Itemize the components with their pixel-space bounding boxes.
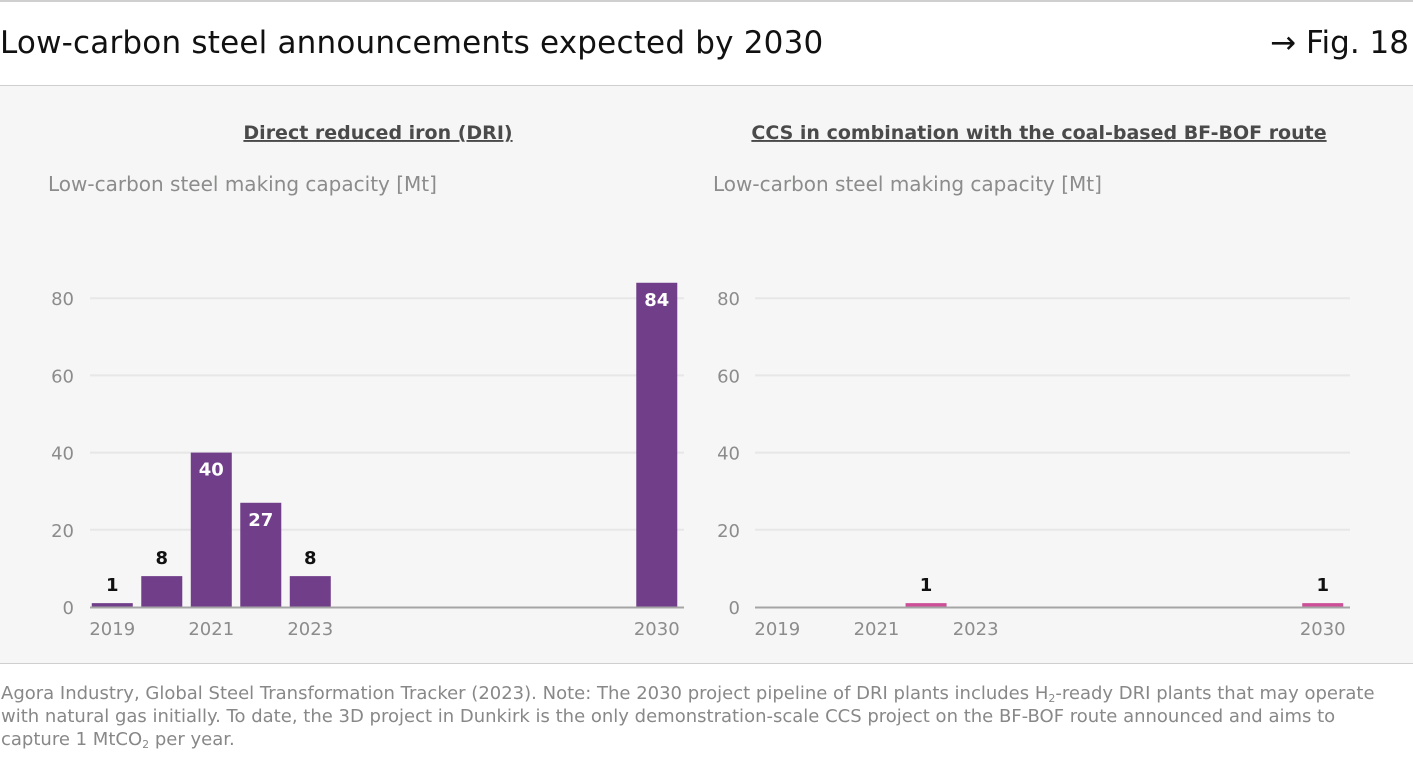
chart-panel: Direct reduced iron (DRI) Low-carbon stee… bbox=[0, 86, 1413, 663]
dri-bar bbox=[289, 576, 331, 607]
dri-y-tick-label: 20 bbox=[51, 521, 74, 542]
subscript-2: 2 bbox=[142, 738, 150, 751]
dri-data-label: 84 bbox=[644, 290, 669, 311]
dri-x-tick-label: 2021 bbox=[188, 619, 234, 640]
page-title: Low-carbon steel announcements expected … bbox=[0, 25, 824, 61]
dri-bar bbox=[240, 502, 282, 607]
dri-bar bbox=[636, 282, 678, 607]
ccs-y-tick-label: 40 bbox=[717, 444, 740, 465]
dri-y-tick-label: 0 bbox=[63, 598, 74, 619]
dri-y-tick-label: 80 bbox=[51, 289, 74, 310]
ccs-data-label: 1 bbox=[1316, 575, 1329, 596]
ccs-y-axis-label: Low-carbon steel making capacity [Mt] bbox=[713, 172, 1102, 196]
source-note: Agora Industry, Global Steel Transformat… bbox=[1, 682, 1401, 751]
dri-data-label: 8 bbox=[156, 548, 169, 569]
ccs-y-tick-label: 0 bbox=[729, 598, 740, 619]
dri-data-label: 40 bbox=[199, 460, 224, 481]
dri-bar bbox=[141, 576, 183, 607]
ccs-bar bbox=[1302, 603, 1344, 608]
dri-bar bbox=[91, 603, 133, 608]
dri-y-tick-label: 60 bbox=[51, 366, 74, 387]
source-note-text-1: Agora Industry, Global Steel Transformat… bbox=[1, 683, 1049, 704]
dri-bar bbox=[190, 452, 232, 607]
bottom-rule bbox=[0, 663, 1413, 664]
source-note-text-2: -ready DRI plants that may operate with … bbox=[1, 683, 1375, 750]
dri-chart-title: Direct reduced iron (DRI) bbox=[243, 122, 512, 144]
ccs-x-tick-label: 2030 bbox=[1300, 619, 1346, 640]
ccs-y-tick-label: 60 bbox=[717, 366, 740, 387]
charts-svg: Direct reduced iron (DRI) Low-carbon stee… bbox=[48, 122, 1350, 640]
dri-data-label: 8 bbox=[304, 548, 317, 569]
dri-x-tick-label: 2023 bbox=[287, 619, 333, 640]
figure-reference-link[interactable]: → Fig. 18 bbox=[1270, 25, 1409, 61]
figure-header: Low-carbon steel announcements expected … bbox=[0, 2, 1413, 86]
source-note-text-3: per year. bbox=[149, 729, 235, 750]
ccs-data-label: 1 bbox=[920, 575, 933, 596]
dri-data-label: 27 bbox=[248, 510, 273, 531]
ccs-y-tick-label: 80 bbox=[717, 289, 740, 310]
ccs-chart-title: CCS in combination with the coal-based B… bbox=[751, 122, 1326, 144]
subscript-2: 2 bbox=[1048, 692, 1056, 705]
dri-x-tick-label: 2019 bbox=[89, 619, 135, 640]
dri-y-tick-label: 40 bbox=[51, 444, 74, 465]
ccs-x-tick-label: 2019 bbox=[754, 619, 800, 640]
top-rule bbox=[0, 0, 1413, 2]
dri-x-tick-label: 2030 bbox=[634, 619, 680, 640]
ccs-x-tick-label: 2023 bbox=[953, 619, 999, 640]
ccs-y-tick-label: 20 bbox=[717, 521, 740, 542]
ccs-x-tick-label: 2021 bbox=[854, 619, 900, 640]
dri-y-axis-label: Low-carbon steel making capacity [Mt] bbox=[48, 172, 437, 196]
dri-data-label: 1 bbox=[106, 575, 119, 596]
ccs-bar bbox=[905, 603, 947, 608]
